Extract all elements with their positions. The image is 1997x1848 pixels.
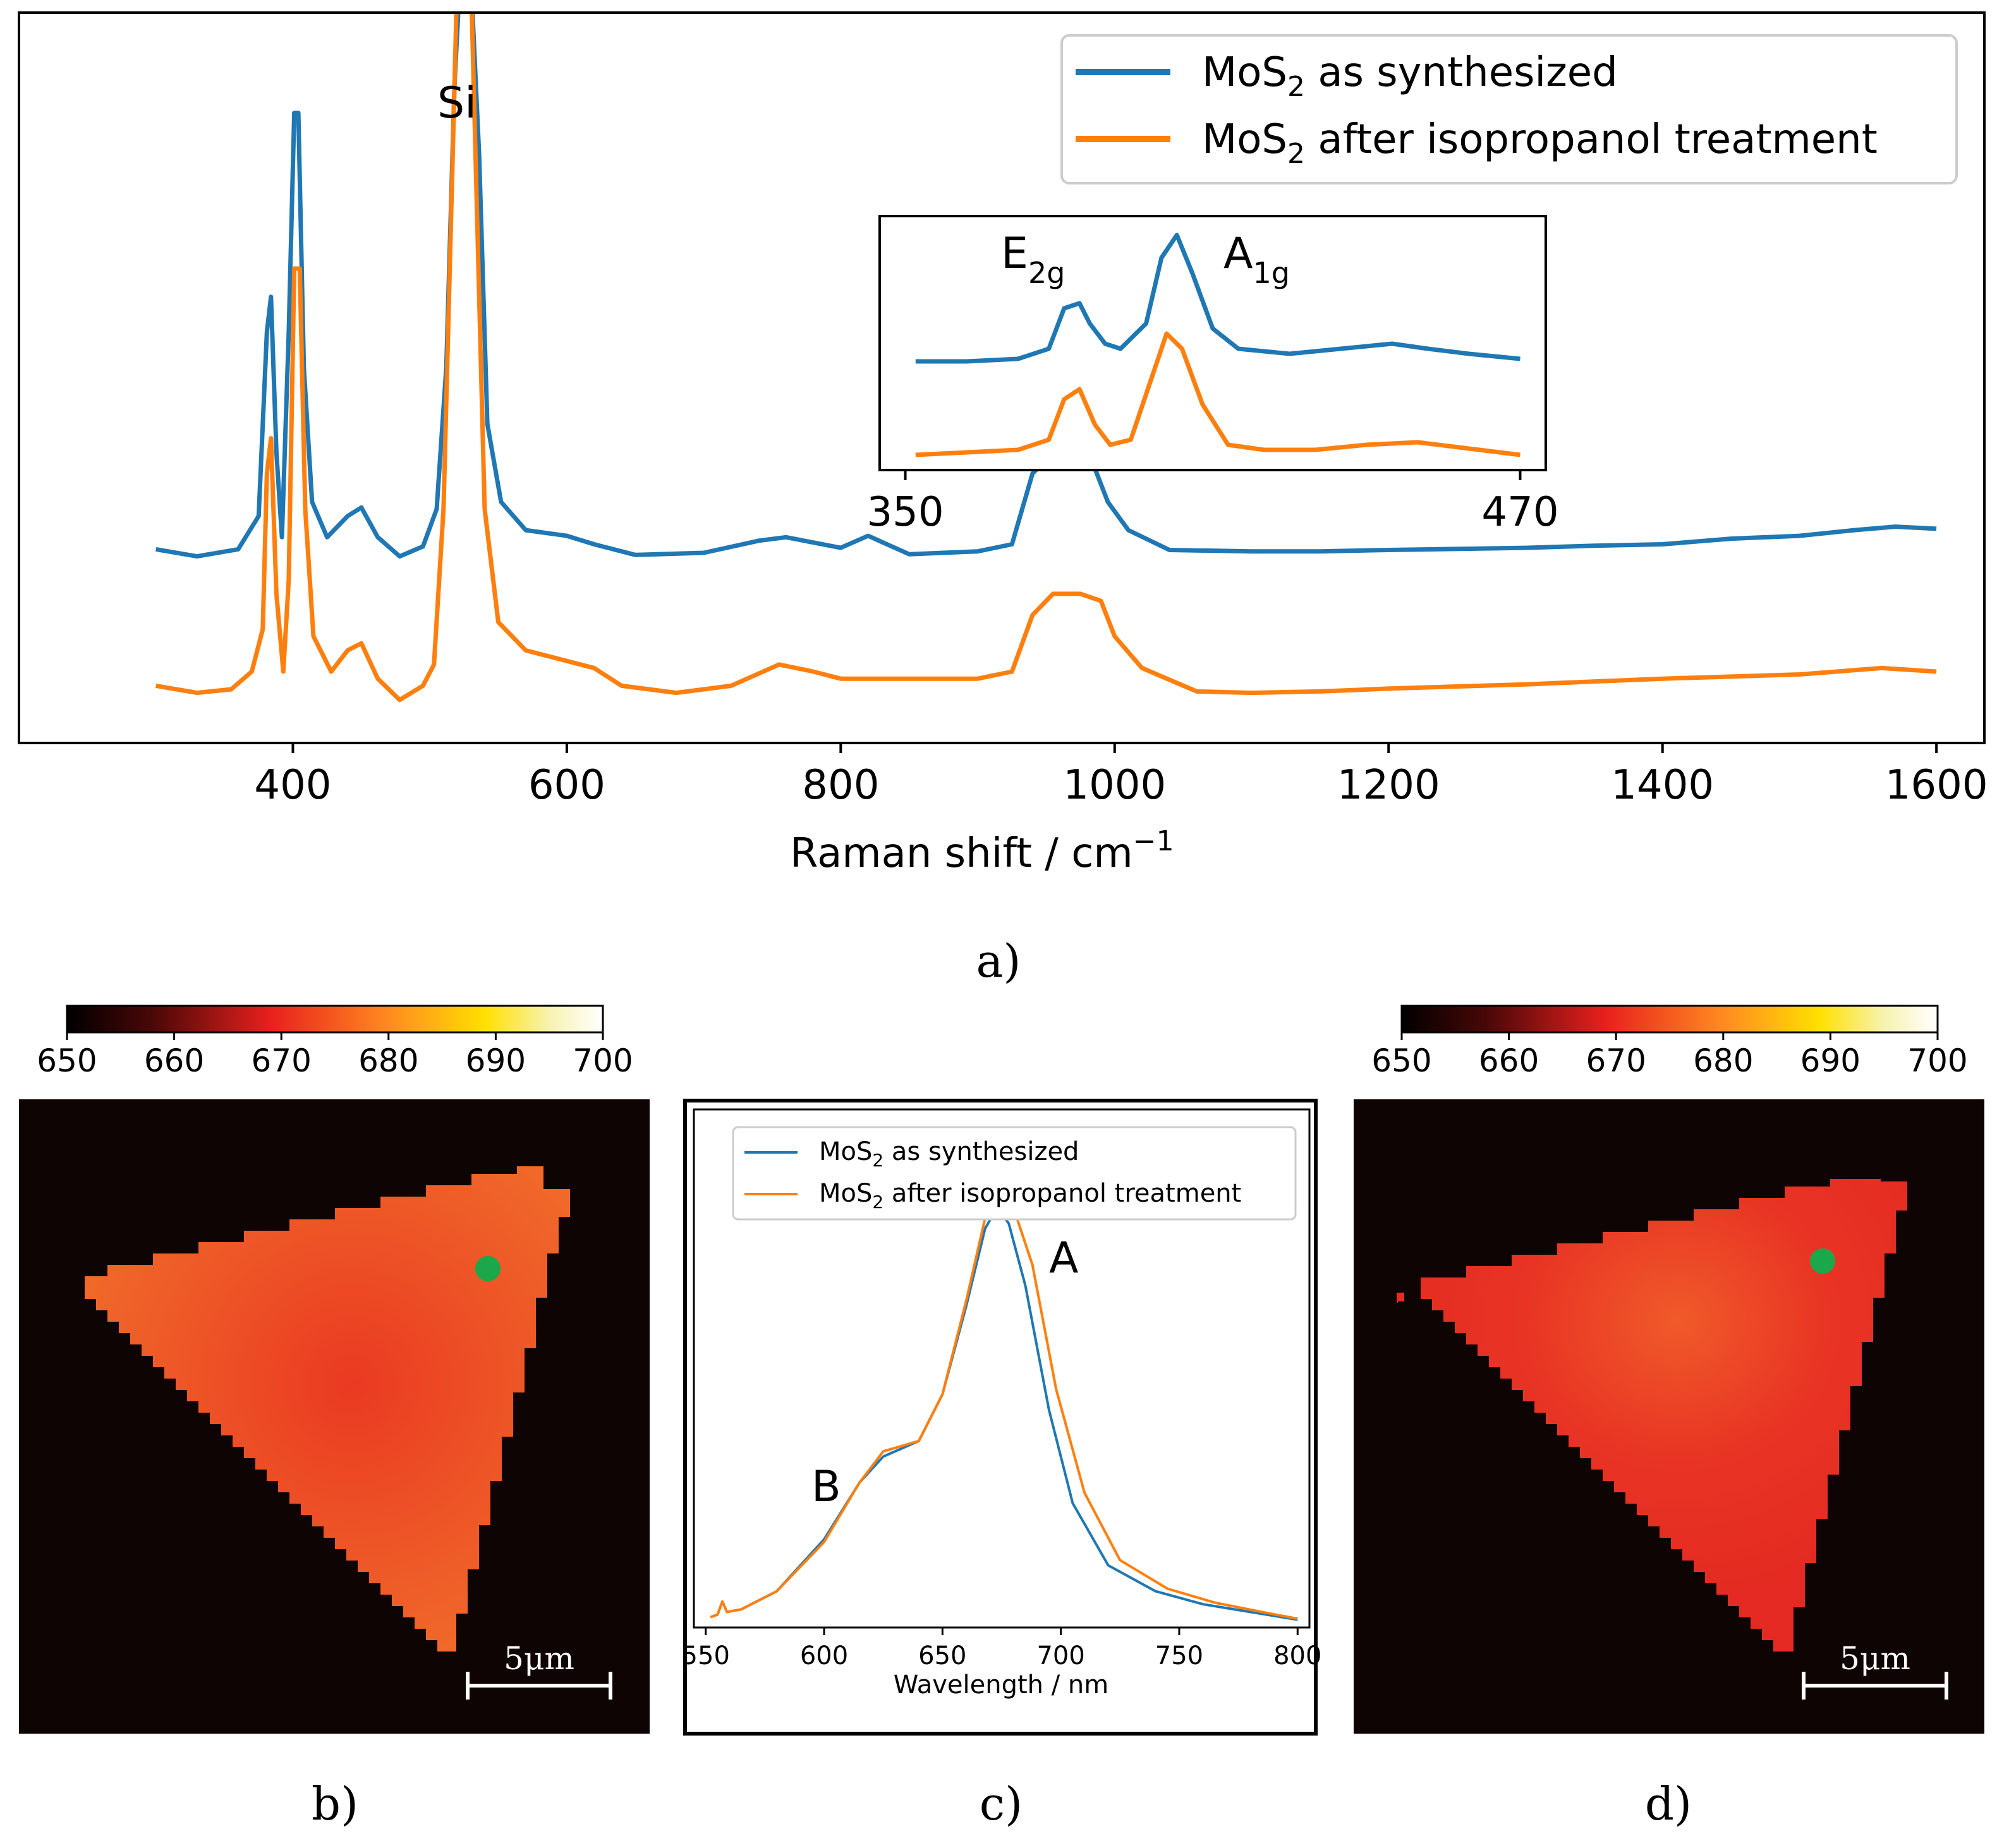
legend-label-series2: MoS2 after isopropanol treatment (1202, 116, 1878, 170)
map-d-scale-label: 5μm (1840, 1640, 1910, 1677)
pl-series-group (710, 1191, 1298, 1621)
inset-x-tick-label: 350 (866, 489, 944, 536)
raman-x-tick-label: 800 (802, 762, 879, 809)
map-b-marker (475, 1256, 501, 1281)
inset-x-tick-label: 470 (1481, 489, 1558, 536)
colorbar-b (66, 1005, 604, 1034)
raman-x-tick-label: 400 (254, 762, 331, 809)
pl-x-axis: 550 600 650 700 750 800 (682, 1628, 1321, 1670)
colorbar-tick-label: 700 (573, 1042, 633, 1079)
raman-x-axis: 400 600 800 1000 1200 1400 1600 (254, 743, 1988, 809)
colorbar-tick-label: 650 (1371, 1042, 1431, 1079)
pl-plot-frame (693, 1108, 1311, 1629)
colorbar-tick-label: 690 (1800, 1042, 1860, 1079)
pl-x-tick-label: 600 (800, 1641, 848, 1670)
raman-inset: 350 470 E2g A1g (866, 215, 1559, 536)
pl-legend: MoS2 as synthesized MoS2 after isopropan… (732, 1126, 1297, 1221)
pl-annotation-a: A (1049, 1233, 1079, 1283)
pl-x-tick-label: 650 (918, 1641, 966, 1670)
map-d-marker (1810, 1248, 1835, 1274)
raman-x-tick-label: 600 (528, 762, 605, 809)
pl-x-tick-label: 550 (682, 1641, 730, 1670)
raman-series-1-line (155, 14, 1937, 559)
pl-x-axis-label: Wavelength / nm (894, 1670, 1109, 1700)
legend-box (1060, 34, 1958, 184)
colorbar-d-ticks: 650 660 670 680 690 700 (1371, 1032, 1968, 1079)
inset-frame (878, 215, 1547, 471)
raman-x-axis-label: Raman shift / cm−1 (790, 825, 1174, 877)
colorbar-tick-label: 650 (37, 1042, 97, 1079)
pl-annotation-b: B (811, 1462, 841, 1512)
panel-label-a: a) (976, 934, 1021, 987)
pl-x-tick-label: 750 (1155, 1641, 1203, 1670)
inset-series-2-line (915, 331, 1521, 457)
raman-series-2-line (155, 14, 1937, 703)
panel-label-b: b) (312, 1777, 358, 1830)
panel-c: 550 600 650 700 750 800 Wavelength / nm A B M… (682, 1099, 1321, 1736)
colorbar-b-ticks: 650 660 670 680 690 700 (37, 1032, 633, 1079)
raman-x-tick-label: 1400 (1611, 762, 1714, 809)
raman-si-annotation: Si (437, 78, 476, 128)
colorbar-d (1400, 1005, 1939, 1034)
panel-b: 650 660 670 680 690 700 5μm (19, 1005, 650, 1734)
pl-x-tick-label: 800 (1273, 1641, 1321, 1670)
colorbar-tick-label: 690 (466, 1042, 526, 1079)
panel-label-d: d) (1645, 1777, 1692, 1830)
inset-series-1-line (915, 233, 1521, 364)
panel-label-c: c) (980, 1777, 1023, 1830)
colorbar-tick-label: 680 (358, 1042, 418, 1079)
map-d-flake (1397, 1179, 1907, 1652)
map-b-flake (85, 1166, 570, 1652)
colorbar-tick-label: 700 (1907, 1042, 1967, 1079)
pl-legend-box (732, 1126, 1297, 1221)
pl-legend-label-series2: MoS2 after isopropanol treatment (819, 1179, 1241, 1212)
pl-x-tick-label: 700 (1036, 1641, 1084, 1670)
pl-series-2-line (710, 1191, 1298, 1621)
inset-x-axis: 350 470 (866, 470, 1559, 536)
inset-background (880, 216, 1546, 470)
panel-d: 650 660 670 680 690 700 5μm (1354, 1005, 1984, 1734)
map-b-scale-label: 5μm (504, 1640, 574, 1677)
raman-x-tick-label: 1200 (1337, 762, 1440, 809)
inset-e2g-annotation: E2g (1001, 229, 1065, 290)
colorbar-tick-label: 670 (251, 1042, 311, 1079)
raman-x-tick-label: 1000 (1063, 762, 1166, 809)
colorbar-tick-label: 680 (1693, 1042, 1753, 1079)
colorbar-tick-label: 660 (1479, 1042, 1539, 1079)
legend-label-series1: MoS2 as synthesized (1202, 49, 1618, 103)
colorbar-tick-label: 660 (144, 1042, 204, 1079)
inset-a1g-annotation: A1g (1223, 229, 1290, 290)
colorbar-tick-label: 670 (1586, 1042, 1646, 1079)
panel-a: 400 600 800 1000 1200 1400 1600 Si Raman shift… (18, 11, 1988, 877)
inset-series-group (915, 233, 1521, 457)
raman-plot-frame (18, 11, 1986, 744)
raman-series-group (155, 14, 1937, 703)
raman-legend: MoS2 as synthesized MoS2 after isopropan… (1060, 34, 1958, 184)
pl-legend-label-series1: MoS2 as synthesized (819, 1137, 1079, 1171)
raman-x-tick-label: 1600 (1885, 762, 1988, 809)
